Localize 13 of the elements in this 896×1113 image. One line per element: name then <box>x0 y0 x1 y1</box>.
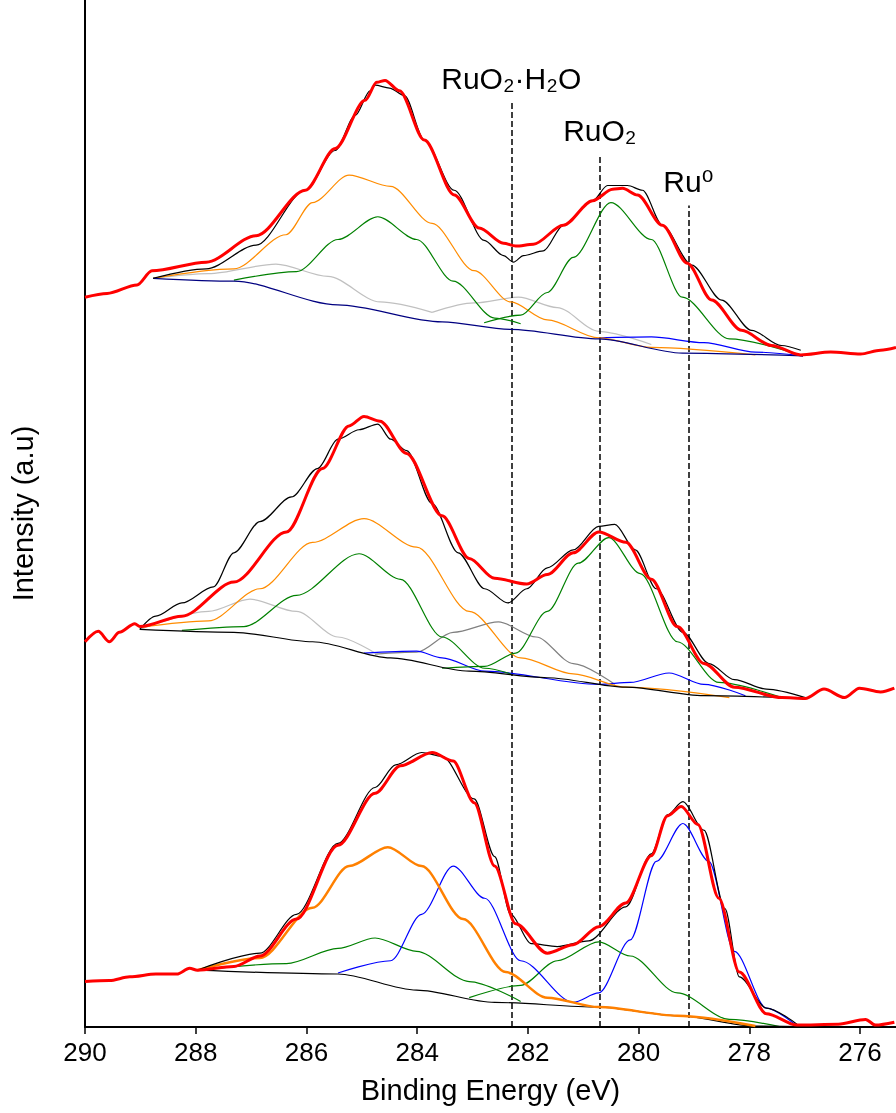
x-tick-label: 290 <box>63 1037 107 1067</box>
x-tick-label: 288 <box>174 1037 218 1067</box>
x-axis-title: Binding Energy (eV) <box>360 1073 621 1106</box>
ref-line-label: RuO₂·H₂O <box>441 62 582 96</box>
x-tick-label: 280 <box>616 1037 661 1067</box>
x-tick-label: 282 <box>506 1037 550 1067</box>
x-tick-label: 276 <box>838 1037 882 1067</box>
x-tick-label: 278 <box>727 1037 771 1067</box>
ref-line-label: Ru⁰ <box>663 164 714 198</box>
ref-line-label: RuO₂ <box>563 113 637 147</box>
x-tick-label: 284 <box>395 1037 439 1067</box>
y-axis-title: Intensity (a.u) <box>6 425 39 602</box>
x-tick-label: 286 <box>284 1037 329 1067</box>
